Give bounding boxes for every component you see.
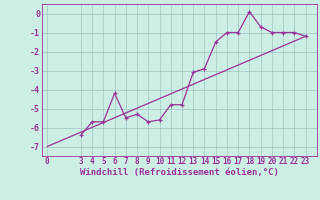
X-axis label: Windchill (Refroidissement éolien,°C): Windchill (Refroidissement éolien,°C) — [80, 168, 279, 177]
